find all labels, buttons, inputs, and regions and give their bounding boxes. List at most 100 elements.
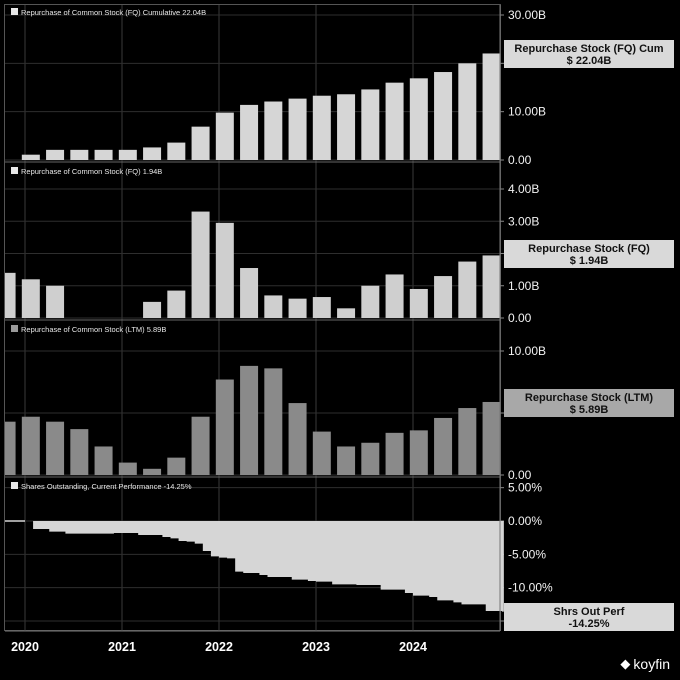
y-tick-label: 5.00% xyxy=(508,481,542,495)
bar xyxy=(5,272,16,318)
x-tick-label: 2021 xyxy=(108,640,136,654)
bar xyxy=(312,297,331,318)
bar xyxy=(434,417,453,475)
bar xyxy=(288,298,307,318)
bar xyxy=(240,268,259,318)
legend-label: Shares Outstanding, Current Performance … xyxy=(21,482,192,491)
shares-area xyxy=(16,521,504,612)
bar xyxy=(143,147,162,160)
x-tick-label: 2022 xyxy=(205,640,233,654)
bar xyxy=(191,416,210,475)
bar xyxy=(215,112,234,160)
bar xyxy=(264,101,283,160)
badge-value: $ 1.94B xyxy=(570,255,609,267)
bar xyxy=(434,276,453,318)
y-tick-label: 3.00B xyxy=(508,214,539,228)
bar xyxy=(482,53,501,161)
bar xyxy=(288,403,307,475)
bar xyxy=(215,222,234,318)
bar xyxy=(70,429,89,475)
bar xyxy=(482,255,501,318)
y-tick-label: 0.00% xyxy=(508,514,542,528)
y-tick-label: 4.00B xyxy=(508,182,539,196)
bar xyxy=(21,416,40,475)
bar xyxy=(46,421,65,475)
koyfin-logo: ◆ koyfin xyxy=(620,656,670,672)
badge-label: Repurchase Stock (FQ) xyxy=(528,243,650,255)
legend-swatch xyxy=(11,325,18,332)
legend-label: Repurchase of Common Stock (FQ) Cumulati… xyxy=(21,8,206,17)
y-tick-label: 10.00B xyxy=(508,344,546,358)
y-tick-label: -10.00% xyxy=(508,581,553,595)
bar xyxy=(143,301,162,318)
bar xyxy=(482,401,501,475)
bar xyxy=(409,430,428,475)
badge-label: Shrs Out Perf xyxy=(554,606,625,618)
y-tick-label: -5.00% xyxy=(508,547,546,561)
legend-swatch xyxy=(11,482,18,489)
badge-value: $ 22.04B xyxy=(567,55,612,67)
bar xyxy=(288,98,307,160)
bar xyxy=(94,446,113,475)
bar xyxy=(337,308,356,318)
bar xyxy=(240,104,259,160)
bar xyxy=(46,149,65,160)
bar xyxy=(191,211,210,318)
x-tick-label: 2023 xyxy=(302,640,330,654)
value-badge xyxy=(504,603,674,631)
legend-label: Repurchase of Common Stock (LTM) 5.89B xyxy=(21,325,166,334)
bar xyxy=(385,82,404,160)
badge-value: -14.25% xyxy=(569,618,610,630)
bar xyxy=(337,446,356,475)
bar xyxy=(118,149,137,160)
bar xyxy=(337,94,356,160)
bar xyxy=(21,154,40,160)
y-tick-label: 10.00B xyxy=(508,105,546,119)
value-badge xyxy=(504,240,674,268)
legend-swatch xyxy=(11,167,18,174)
y-tick-label: 30.00B xyxy=(508,8,546,22)
bar xyxy=(361,442,380,475)
bar xyxy=(264,368,283,475)
bar xyxy=(143,468,162,475)
bar xyxy=(458,261,477,318)
y-tick-label: 0.00 xyxy=(508,153,532,167)
bar xyxy=(191,126,210,160)
bar xyxy=(385,274,404,318)
x-tick-label: 2020 xyxy=(11,640,39,654)
bar xyxy=(167,290,186,318)
bar xyxy=(409,78,428,160)
badge-label: Repurchase Stock (FQ) Cum xyxy=(514,43,663,55)
bar xyxy=(385,432,404,475)
bar xyxy=(5,421,16,475)
bar xyxy=(167,142,186,160)
bar xyxy=(70,149,89,160)
badge-value: $ 5.89B xyxy=(570,404,609,416)
bar xyxy=(240,365,259,475)
bar xyxy=(458,408,477,475)
bar xyxy=(409,288,428,318)
y-tick-label: 0.00 xyxy=(508,468,532,482)
bar xyxy=(215,379,234,475)
badge-label: Repurchase Stock (LTM) xyxy=(525,392,653,404)
bar xyxy=(118,462,137,475)
bar xyxy=(46,285,65,318)
x-tick-label: 2024 xyxy=(399,640,427,654)
legend-label: Repurchase of Common Stock (FQ) 1.94B xyxy=(21,167,162,176)
bar xyxy=(167,457,186,475)
y-tick-label: 1.00B xyxy=(508,279,539,293)
legend-swatch xyxy=(11,8,18,15)
bar xyxy=(361,89,380,160)
bar xyxy=(458,63,477,161)
bar xyxy=(264,295,283,318)
value-badge xyxy=(504,389,674,417)
value-badge xyxy=(504,40,674,68)
bar xyxy=(94,149,113,160)
bar xyxy=(21,279,40,318)
bar xyxy=(434,72,453,160)
bar xyxy=(312,431,331,475)
bar xyxy=(312,95,331,160)
y-tick-label: 0.00 xyxy=(508,311,532,325)
bar xyxy=(361,285,380,318)
